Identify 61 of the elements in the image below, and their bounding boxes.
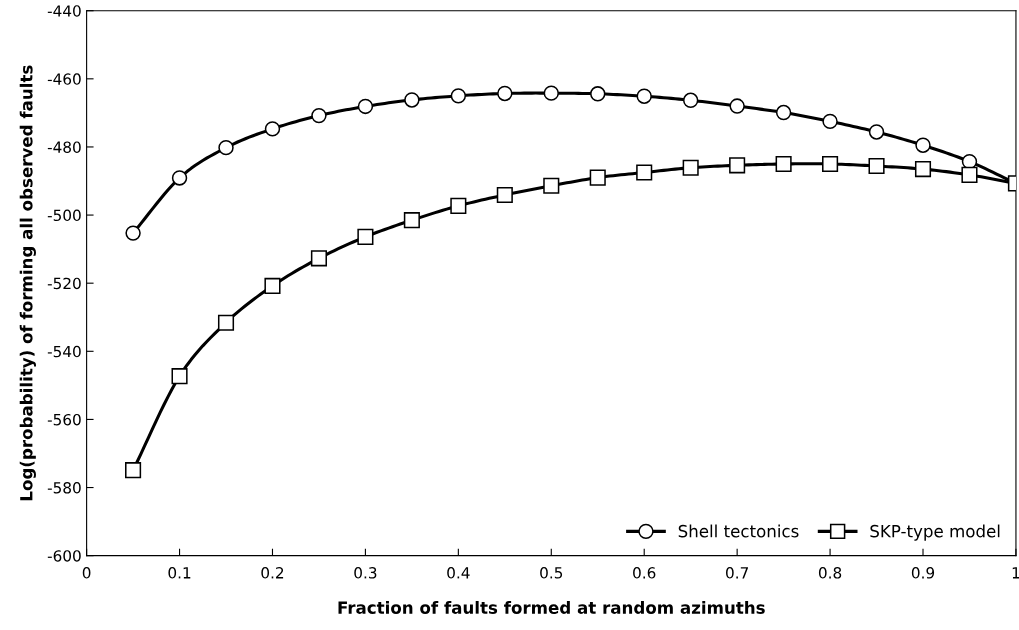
point	[822, 155, 839, 173]
point	[915, 137, 931, 153]
point	[357, 228, 374, 245]
point	[357, 98, 374, 115]
point	[682, 92, 699, 108]
point	[775, 155, 792, 173]
point	[310, 250, 328, 267]
point	[450, 88, 467, 104]
x-tick-label: 0.9	[911, 567, 935, 579]
point	[775, 104, 792, 121]
x-tick-label: 0.3	[354, 567, 377, 579]
point	[729, 98, 745, 114]
x-tick-label: 0.4	[447, 567, 470, 579]
point	[543, 177, 560, 194]
x-tick-label: 0	[82, 567, 91, 579]
x-tick-label: 0.5	[540, 567, 563, 579]
y-tick-label: -600	[47, 550, 81, 562]
y-tick-label: -540	[47, 345, 81, 358]
point	[217, 314, 235, 331]
legend-label: SKP-type model	[870, 524, 1000, 541]
point	[590, 86, 606, 102]
x-tick-label: 0.8	[818, 567, 842, 579]
y-tick-label: -460	[47, 73, 81, 85]
legend-label: Shell tectonics	[678, 524, 799, 538]
point	[125, 225, 141, 241]
y-tick-label: -580	[47, 482, 81, 494]
point	[404, 92, 420, 108]
y-tick-label: -520	[47, 277, 81, 290]
y-tick-label: -500	[47, 209, 81, 222]
point	[868, 157, 885, 175]
point	[496, 186, 513, 204]
point	[868, 124, 885, 140]
x-tick-label: 1	[1012, 567, 1019, 579]
point	[264, 121, 281, 137]
y-tick-label: -480	[47, 141, 81, 153]
x-axis-title: Fraction of faults formed at random azimuths	[338, 601, 765, 614]
point	[636, 164, 653, 181]
point	[264, 277, 281, 294]
point	[125, 462, 142, 479]
y-tick-label: -440	[47, 5, 81, 17]
y-axis-title: Log(probability) of forming all observed faults	[19, 65, 36, 501]
point	[729, 157, 746, 174]
point	[403, 212, 420, 229]
point	[914, 161, 932, 178]
point	[311, 107, 327, 124]
point	[822, 113, 838, 130]
point	[218, 139, 234, 156]
x-tick-label: 0.6	[633, 567, 656, 579]
point	[961, 166, 978, 183]
point	[589, 169, 606, 186]
point	[636, 88, 652, 104]
point	[543, 85, 559, 101]
point	[171, 368, 188, 385]
point	[171, 170, 188, 186]
x-tick-label: 0.7	[726, 567, 748, 579]
x-tick-label: 0.2	[261, 567, 284, 579]
point	[497, 85, 513, 102]
point	[682, 159, 699, 176]
y-tick-label: -560	[47, 413, 81, 426]
x-tick-label: 0.1	[168, 567, 191, 579]
point	[450, 197, 467, 214]
